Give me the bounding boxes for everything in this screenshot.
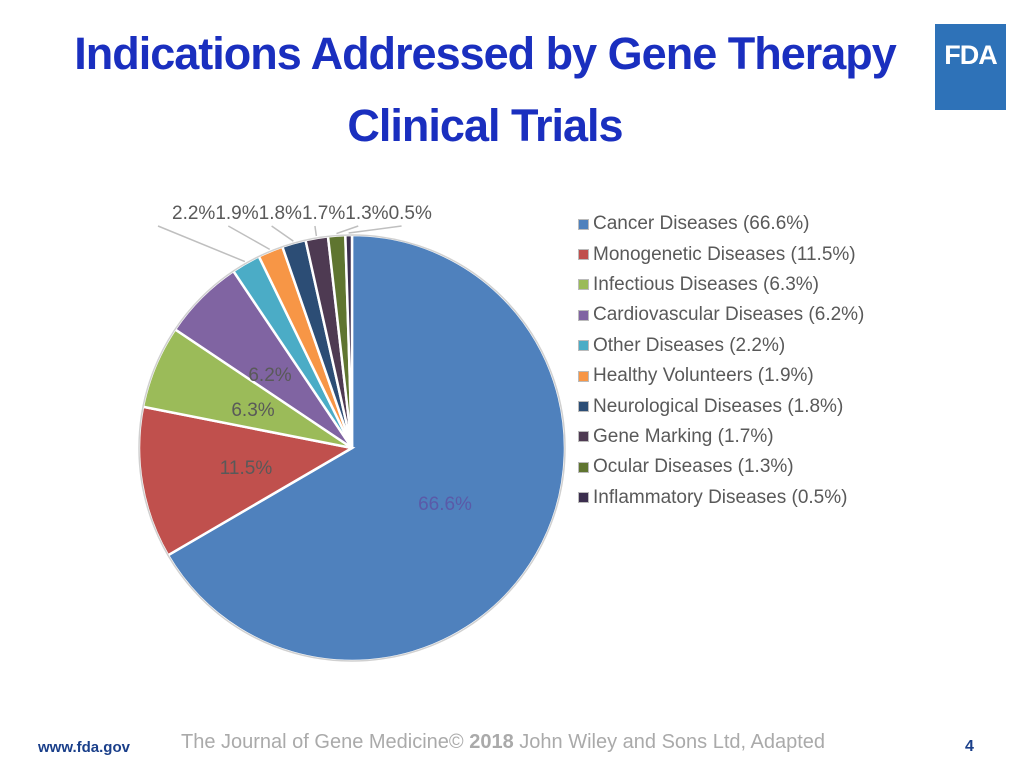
legend-label: Ocular Diseases (1.3%)	[593, 456, 794, 478]
legend-label: Monogenetic Diseases (11.5%)	[593, 243, 856, 265]
legend-label: Neurological Diseases (1.8%)	[593, 395, 844, 417]
footer-url: www.fda.gov	[38, 739, 130, 756]
data-label: 1.3%	[345, 203, 388, 224]
legend-swatch	[578, 431, 589, 443]
legend-label: Infectious Diseases (6.3%)	[593, 273, 819, 295]
legend-label: Other Diseases (2.2%)	[593, 334, 786, 356]
slide-title: Indications Addressed by Gene Therapy Cl…	[74, 28, 897, 151]
legend-swatch	[578, 461, 589, 473]
fda-logo: FDA	[935, 24, 1006, 110]
data-label: 1.9%	[215, 203, 258, 224]
legend-item: Infectious Diseases (6.3%)	[578, 270, 864, 300]
data-label: 11.5%	[220, 458, 273, 479]
legend-label: Gene Marking (1.7%)	[593, 425, 774, 447]
data-label: 1.8%	[259, 203, 302, 224]
data-label: 2.2%	[172, 203, 215, 224]
legend-item: Monogenetic Diseases (11.5%)	[578, 239, 864, 269]
legend-item: Inflammatory Diseases (0.5%)	[578, 483, 864, 513]
data-label: 66.6%	[418, 494, 472, 515]
legend-label: Cancer Diseases (66.6%)	[593, 213, 810, 235]
legend-swatch	[578, 249, 589, 261]
legend-item: Other Diseases (2.2%)	[578, 331, 864, 361]
fda-logo-text: FDA	[944, 40, 997, 70]
legend-swatch	[578, 370, 589, 382]
legend-item: Cancer Diseases (66.6%)	[578, 209, 864, 239]
leader-line	[227, 225, 271, 251]
data-label: 0.5%	[389, 203, 432, 224]
legend-item: Neurological Diseases (1.8%)	[578, 391, 864, 421]
page-number: 4	[965, 738, 974, 755]
leader-line	[348, 225, 402, 234]
pie-outline	[138, 234, 566, 662]
legend-swatch	[578, 218, 589, 230]
footer-credit: The Journal of Gene Medicine© 2018 John …	[181, 731, 825, 754]
leader-line	[271, 225, 294, 242]
legend-label: Cardiovascular Diseases (6.2%)	[593, 304, 865, 326]
credit-year: 2018	[469, 731, 514, 753]
legend-label: Inflammatory Diseases (0.5%)	[593, 486, 848, 508]
leader-line	[314, 225, 318, 237]
chart-legend: Cancer Diseases (66.6%) Monogenetic Disea…	[578, 209, 864, 513]
legend-item: Healthy Volunteers (1.9%)	[578, 361, 864, 391]
data-label: 6.2%	[248, 365, 291, 386]
legend-item: Ocular Diseases (1.3%)	[578, 452, 864, 482]
legend-swatch	[578, 279, 589, 291]
leader-line	[336, 225, 359, 235]
credit-text: The Journal of Gene Medicine©	[181, 731, 470, 753]
legend-label: Healthy Volunteers (1.9%)	[593, 365, 814, 387]
legend-item: Gene Marking (1.7%)	[578, 422, 864, 452]
leader-line	[157, 225, 246, 263]
legend-swatch	[578, 340, 589, 352]
legend-swatch	[578, 492, 589, 504]
legend-item: Cardiovascular Diseases (6.2%)	[578, 300, 864, 330]
data-label: 1.7%	[302, 203, 345, 224]
legend-swatch	[578, 309, 589, 321]
data-label: 6.3%	[231, 400, 274, 421]
legend-swatch	[578, 401, 589, 413]
credit-text-end: John Wiley and Sons Ltd, Adapted	[513, 731, 826, 753]
